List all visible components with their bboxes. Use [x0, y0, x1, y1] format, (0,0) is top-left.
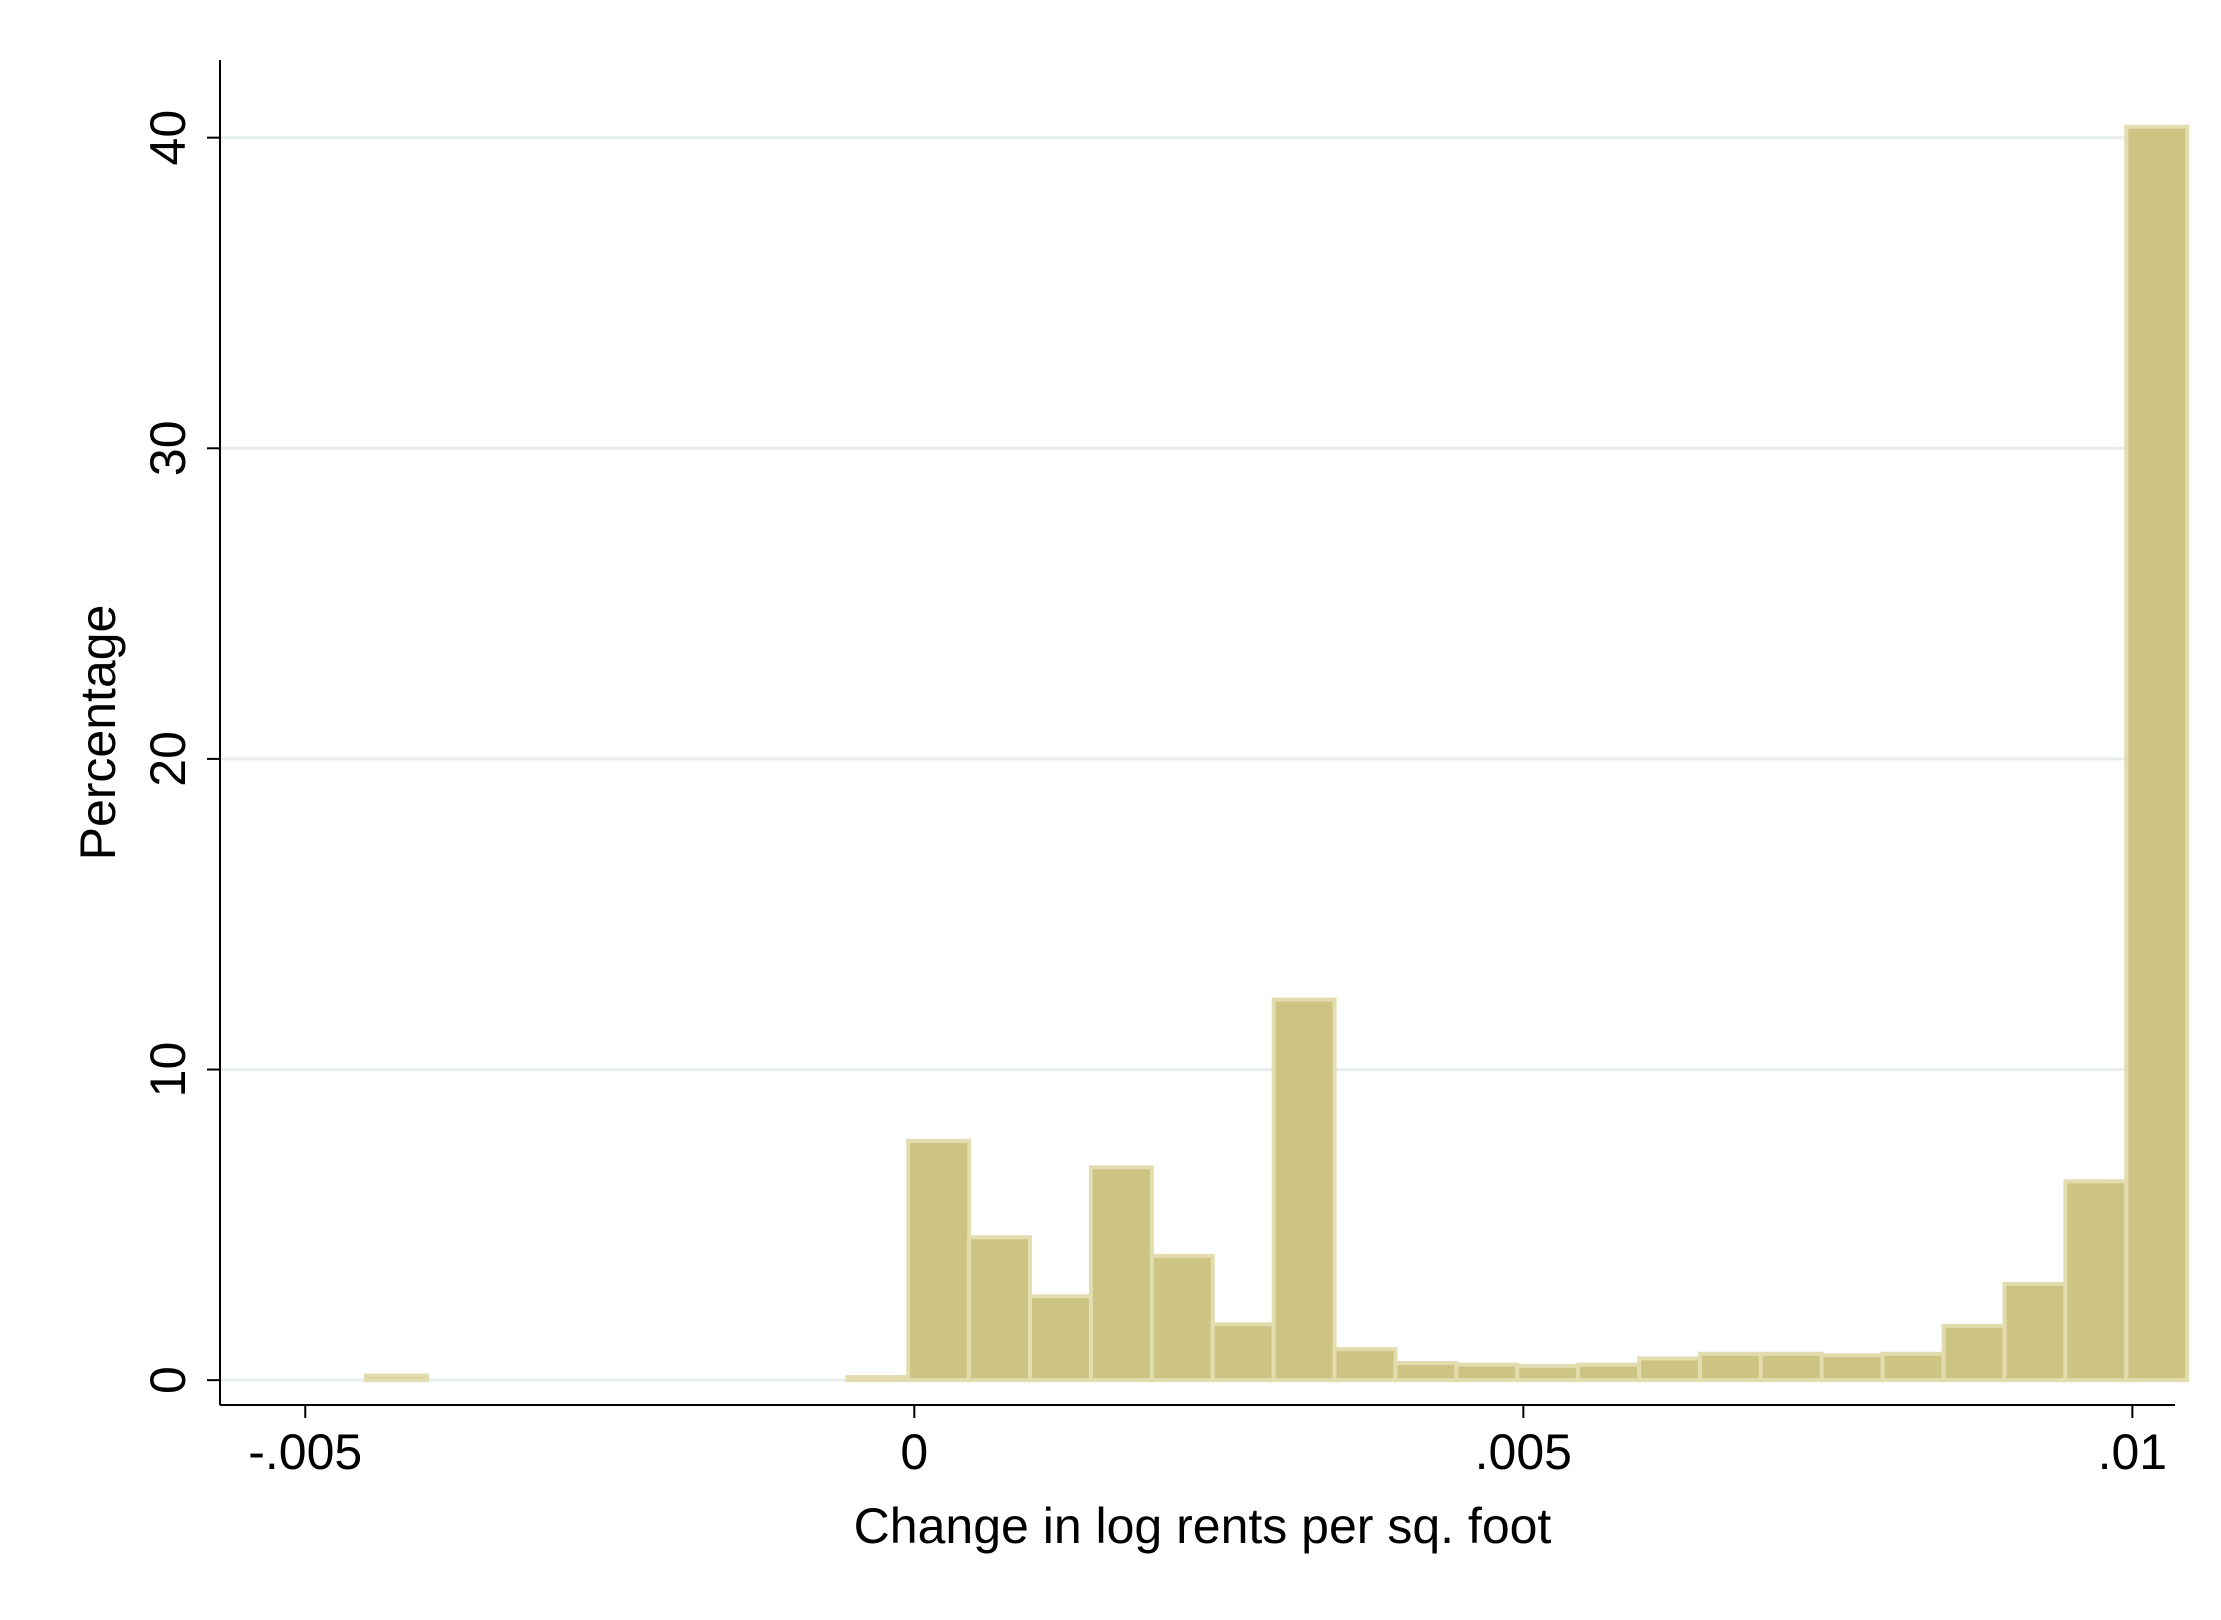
y-tick-label: 30 — [140, 420, 196, 476]
histogram-bar-1 — [364, 1373, 430, 1383]
histogram-bar-17 — [1758, 1351, 1824, 1383]
y-tick-label: 10 — [140, 1042, 196, 1098]
histogram-bar-14 — [1576, 1362, 1642, 1383]
histogram-bar-22 — [2063, 1179, 2129, 1383]
histogram-bar-19 — [1880, 1351, 1946, 1383]
histogram-bar-15 — [1637, 1356, 1702, 1383]
x-tick-label: .005 — [1475, 1424, 1572, 1480]
histogram-bar-10 — [1332, 1347, 1398, 1383]
y-tick-label: 0 — [140, 1366, 196, 1394]
histogram-bar-21 — [2002, 1281, 2068, 1383]
y-tick-label: 40 — [140, 110, 196, 166]
histogram-bar-23 — [2124, 124, 2190, 1383]
histogram-bar-3 — [906, 1138, 972, 1383]
y-tick-label: 20 — [140, 731, 196, 787]
histogram-bar-11 — [1393, 1361, 1459, 1383]
x-axis-label: Change in log rents per sq. foot — [854, 1498, 1552, 1554]
histogram-bar-13 — [1515, 1364, 1581, 1383]
axis-ticks: -.005 0 .005 .01 0 10 20 30 40 — [140, 110, 2167, 1480]
axes — [219, 60, 2175, 1406]
histogram-bar-8 — [1210, 1322, 1276, 1383]
x-tick-label: .01 — [2098, 1424, 2168, 1480]
histogram-bar-12 — [1454, 1362, 1520, 1383]
histogram-bar-9 — [1271, 997, 1337, 1383]
y-axis-label: Percentage — [70, 605, 126, 861]
gridlines — [220, 136, 2175, 1382]
histogram-bar-4 — [967, 1235, 1033, 1383]
histogram-bar-6 — [1088, 1165, 1154, 1383]
histogram-bar-5 — [1028, 1294, 1093, 1383]
histogram-bars — [364, 124, 2190, 1383]
x-tick-label: 0 — [900, 1424, 928, 1480]
histogram-bar-18 — [1819, 1353, 1885, 1383]
histogram-bar-20 — [1941, 1323, 2007, 1383]
histogram-bar-16 — [1697, 1351, 1763, 1383]
histogram-bar-2 — [845, 1375, 911, 1383]
histogram-bar-7 — [1149, 1253, 1215, 1383]
x-tick-label: -.005 — [248, 1424, 362, 1480]
